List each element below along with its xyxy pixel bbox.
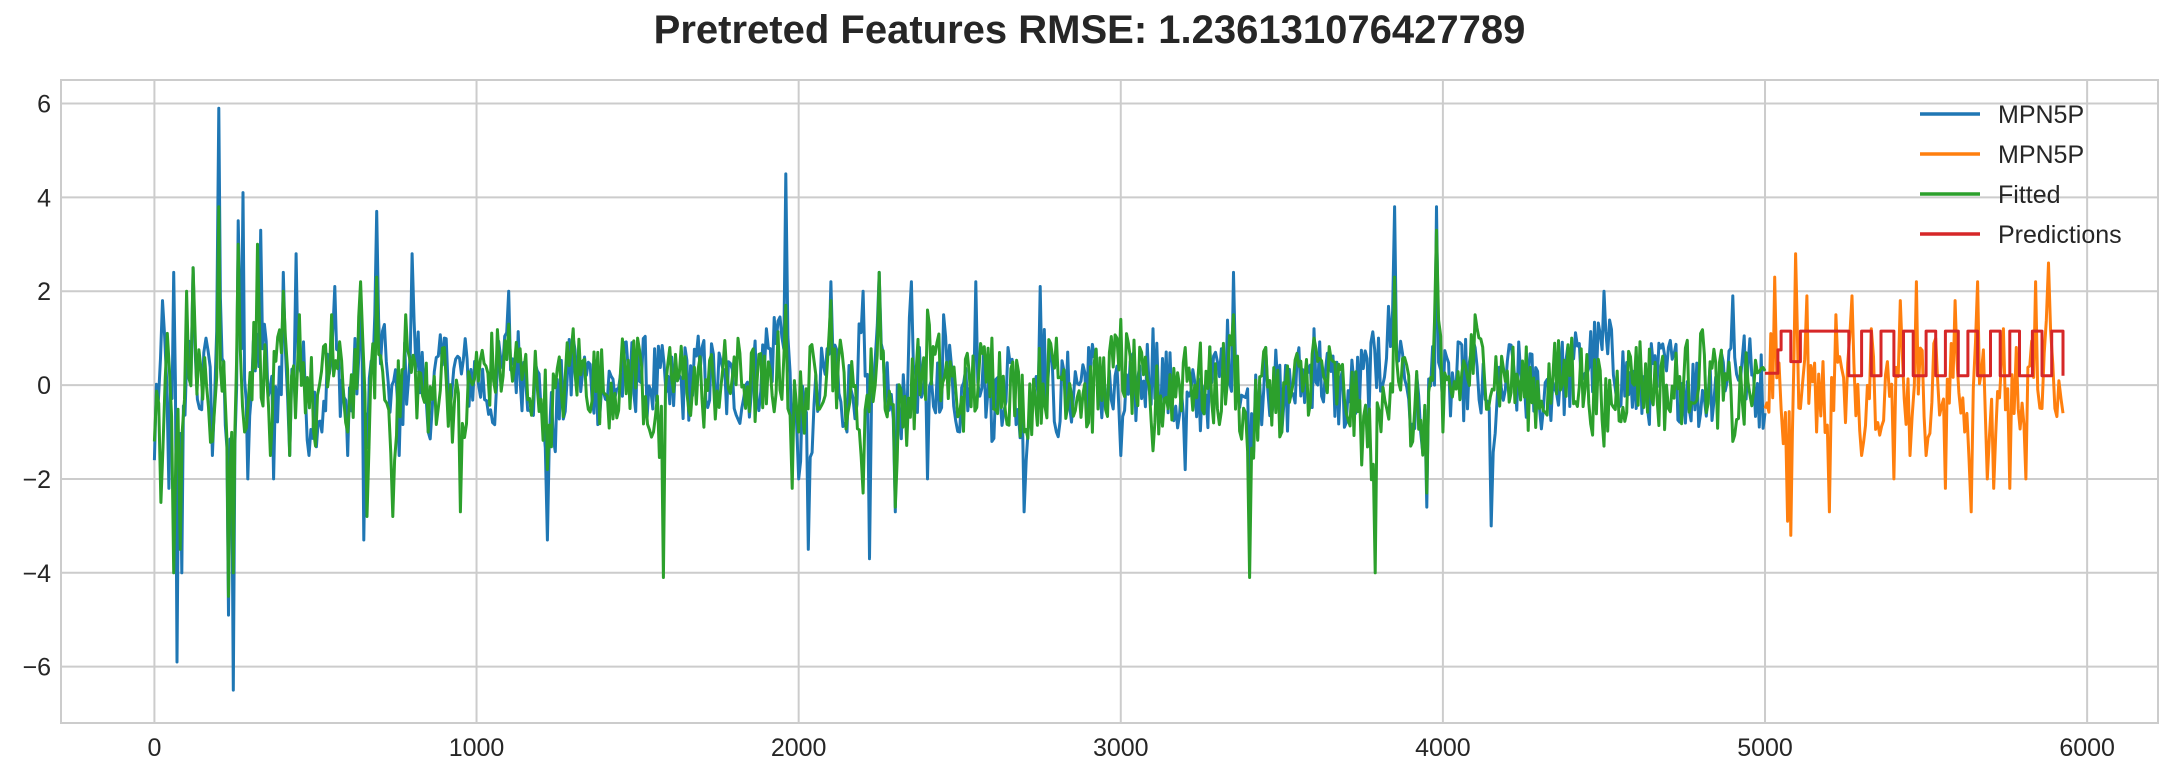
x-tick-label: 5000 <box>1737 734 1793 762</box>
series-line-2 <box>152 205 1767 598</box>
series-lines <box>152 106 2065 692</box>
y-tick-label: −2 <box>22 466 51 494</box>
y-tick-label: 4 <box>37 184 51 212</box>
series-line-1 <box>1763 252 2065 537</box>
x-tick-label: 3000 <box>1093 734 1149 762</box>
y-tick-label: 6 <box>37 90 51 118</box>
legend: MPN5P MPN5P Fitted Predictions <box>1920 101 2122 249</box>
legend-label: Fitted <box>1998 181 2061 209</box>
y-tick-label: 0 <box>37 372 51 400</box>
x-tick-label: 1000 <box>449 734 505 762</box>
chart-title: Pretreted Features RMSE: 1.2361310764277… <box>653 8 1526 52</box>
x-tick-label: 6000 <box>2059 734 2115 762</box>
legend-label: MPN5P <box>1998 101 2084 129</box>
y-tick-label: −6 <box>22 654 51 682</box>
y-tick-label: 2 <box>37 278 51 306</box>
series-line-3 <box>1765 329 2065 378</box>
tick-labels: 0 1000 2000 3000 4000 5000 6000 −6 −4 −2 0 2 4 6 <box>22 90 2114 762</box>
x-tick-label: 2000 <box>771 734 827 762</box>
x-tick-label: 4000 <box>1415 734 1471 762</box>
y-tick-label: −4 <box>22 560 51 588</box>
legend-label: Predictions <box>1998 221 2122 249</box>
legend-label: MPN5P <box>1998 141 2084 169</box>
x-tick-label: 0 <box>147 734 161 762</box>
